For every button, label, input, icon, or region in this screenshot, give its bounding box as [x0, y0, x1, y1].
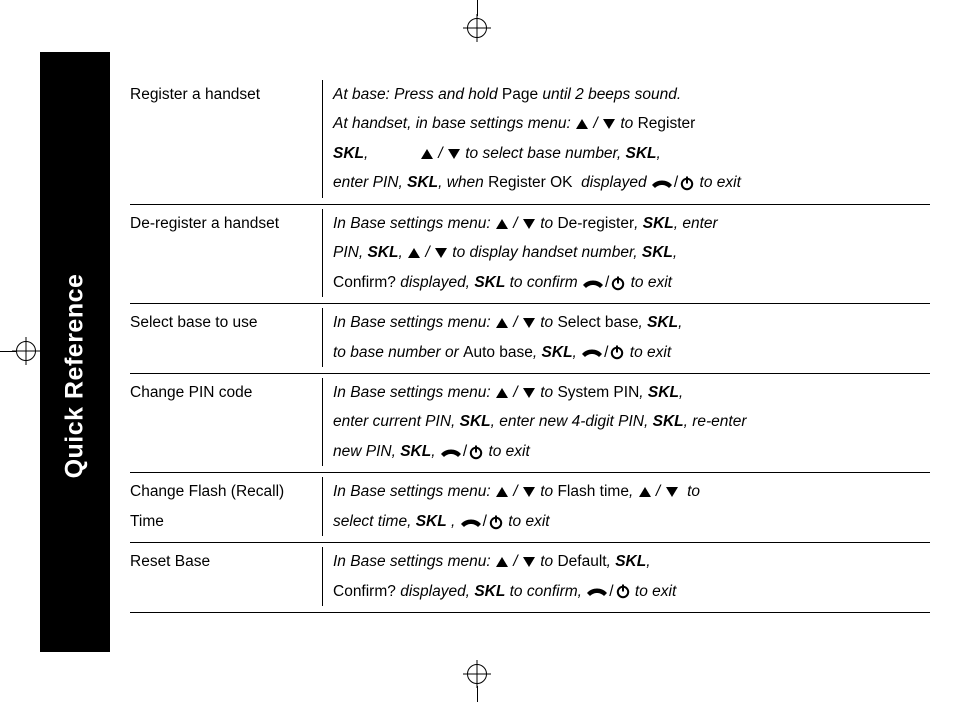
power-icon [615, 583, 631, 599]
power-icon [468, 444, 484, 460]
down-arrow-icon [523, 219, 535, 229]
up-arrow-icon [496, 557, 508, 567]
registration-top [467, 0, 487, 40]
hangup-icon [581, 345, 603, 359]
power-icon [679, 175, 695, 191]
down-arrow-icon [523, 557, 535, 567]
registration-left [0, 339, 36, 363]
down-arrow-icon [448, 149, 460, 159]
up-arrow-icon [639, 487, 651, 497]
power-icon [609, 344, 625, 360]
row-instructions: In Base settings menu: / to Flash time, … [323, 477, 930, 536]
hangup-icon [651, 176, 673, 190]
row-instructions: In Base settings menu: / to Default, SKL… [323, 547, 930, 606]
row-label: De-register a handset [130, 209, 323, 297]
power-icon [610, 275, 626, 291]
down-arrow-icon [523, 318, 535, 328]
row-instructions: At base: Press and hold Page until 2 bee… [323, 80, 930, 198]
side-tab-label: Quick Reference [61, 274, 90, 479]
side-tab: Quick Reference [40, 52, 110, 652]
up-arrow-icon [576, 119, 588, 129]
table-row: Change Flash (Recall) TimeIn Base settin… [130, 473, 930, 543]
reference-table: Register a handsetAt base: Press and hol… [130, 80, 930, 613]
table-row: Register a handsetAt base: Press and hol… [130, 80, 930, 205]
up-arrow-icon [496, 388, 508, 398]
row-instructions: In Base settings menu: / to Select base,… [323, 308, 930, 367]
row-label: Register a handset [130, 80, 323, 198]
row-instructions: In Base settings menu: / to System PIN, … [323, 378, 930, 466]
down-arrow-icon [666, 487, 678, 497]
table-row: Change PIN codeIn Base settings menu: / … [130, 374, 930, 473]
up-arrow-icon [408, 248, 420, 258]
up-arrow-icon [496, 219, 508, 229]
up-arrow-icon [496, 487, 508, 497]
power-icon [488, 514, 504, 530]
up-arrow-icon [421, 149, 433, 159]
row-label: Change Flash (Recall) Time [130, 477, 323, 536]
table-row: Select base to useIn Base settings menu:… [130, 304, 930, 374]
down-arrow-icon [435, 248, 447, 258]
down-arrow-icon [603, 119, 615, 129]
hangup-icon [440, 445, 462, 459]
row-label: Reset Base [130, 547, 323, 606]
table-row: De-register a handsetIn Base settings me… [130, 205, 930, 304]
hangup-icon [582, 276, 604, 290]
down-arrow-icon [523, 388, 535, 398]
row-label: Select base to use [130, 308, 323, 367]
registration-bottom [467, 662, 487, 702]
page: Quick Reference Register a handsetAt bas… [0, 0, 954, 702]
up-arrow-icon [496, 318, 508, 328]
hangup-icon [586, 584, 608, 598]
hangup-icon [460, 515, 482, 529]
down-arrow-icon [523, 487, 535, 497]
row-label: Change PIN code [130, 378, 323, 466]
row-instructions: In Base settings menu: / to De-register,… [323, 209, 930, 297]
table-row: Reset BaseIn Base settings menu: / to De… [130, 543, 930, 613]
